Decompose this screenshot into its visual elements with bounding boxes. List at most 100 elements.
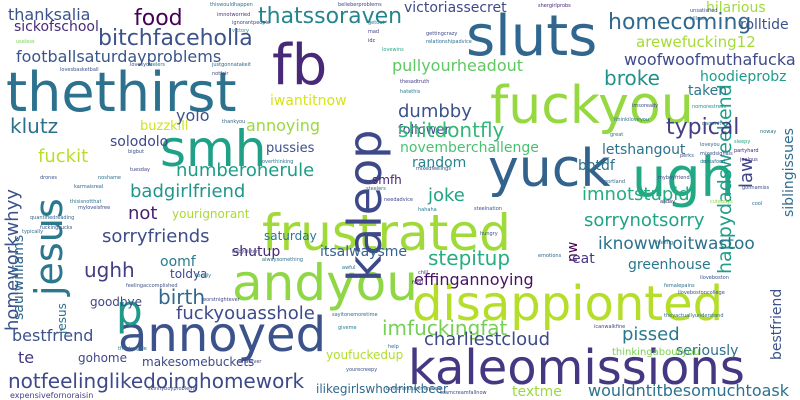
cloud-word-small: fuckingsucks <box>40 225 73 231</box>
cloud-word-small: great <box>610 132 624 138</box>
cloud-word-small: belieberproblems <box>338 2 382 8</box>
cloud-word-small: bostonmusiceveryone <box>386 386 442 392</box>
cloud-word: fb <box>272 33 328 98</box>
cloud-word-small: karmaisreal <box>74 184 104 190</box>
cloud-word: charliestcloud <box>424 329 550 350</box>
cloud-word: typical <box>666 115 740 140</box>
cloud-word: siblingissues <box>781 128 797 217</box>
cloud-word: toldya <box>170 267 208 281</box>
cloud-word: arewefucking12 <box>636 33 756 51</box>
cloud-word-small: thesadtruth <box>400 79 430 85</box>
cloud-word-small: ithinkiloveyou <box>614 117 650 123</box>
cloud-word-small: cuteboys <box>710 199 733 205</box>
cloud-word: woofwoofmuthafucka <box>624 50 796 69</box>
cloud-word-small: shergirlprobs <box>538 3 571 9</box>
cloud-word: imfuckingfat <box>382 316 508 340</box>
cloud-word: solodolo <box>110 134 169 150</box>
cloud-word-small: chill <box>418 270 429 276</box>
cloud-word: fuckyou <box>490 76 694 136</box>
cloud-word: youfuckedup <box>326 348 404 362</box>
cloud-word-small: nomorestress <box>692 104 726 110</box>
cloud-word-small: partyhard <box>734 148 759 154</box>
cloud-word: hoodieprobz <box>700 69 787 85</box>
cloud-word-small: bigbut <box>128 149 145 155</box>
cloud-word-small: feelers <box>148 62 166 68</box>
cloud-word: klutz <box>10 114 59 138</box>
cloud-word: shitdontfly <box>398 118 505 142</box>
cloud-word-small: tuesday <box>130 167 151 173</box>
cloud-word-small: notfair <box>212 71 229 77</box>
cloud-word: seriously <box>676 343 739 359</box>
cloud-word: greenhouse <box>628 257 711 273</box>
cloud-word: notfeelinglikedoinghomework <box>8 369 305 393</box>
cloud-word: te <box>18 348 35 367</box>
cloud-word: kaleomissions <box>408 340 745 396</box>
cloud-word-small: portland <box>604 179 626 185</box>
cloud-word: buzzkill <box>140 119 189 134</box>
cloud-word: effingannoying <box>414 270 534 289</box>
cloud-word: badgirlfriend <box>130 181 246 202</box>
cloud-word: goodbye <box>90 295 143 309</box>
cloud-word: frustrated <box>262 204 511 262</box>
cloud-word-small: sleepy <box>734 139 751 145</box>
cloud-word-small: hatethis <box>400 89 421 95</box>
cloud-word-small: ignorantpeople <box>232 20 270 26</box>
cloud-word-small: imsoready <box>632 103 659 109</box>
cloud-word: oomf <box>160 254 196 270</box>
cloud-word: thethirst <box>6 61 237 124</box>
cloud-word-small: thestruggle <box>118 346 147 352</box>
cloud-word: smh <box>160 120 267 178</box>
cloud-word-small: lovewins <box>382 47 404 53</box>
cloud-word: broke <box>604 66 660 90</box>
cloud-word-small: feeling <box>656 240 674 246</box>
cloud-word: joke <box>428 185 465 206</box>
cloud-word: bitchfaceholla <box>98 26 253 51</box>
cloud-word-small: steelers <box>366 186 386 192</box>
cloud-word: ugh <box>632 146 735 209</box>
cloud-word-small: unsatisfied <box>690 8 718 14</box>
cloud-word: fuckyouasshole <box>176 303 315 324</box>
cloud-word: expensivefornoraisin <box>10 391 94 400</box>
cloud-word: andyou <box>232 254 418 312</box>
cloud-word-small: hahaha <box>418 207 437 213</box>
cloud-word: pissed <box>622 324 680 345</box>
cloud-word-small: emotions <box>538 253 562 259</box>
cloud-word: shutup <box>232 244 281 260</box>
cloud-word: saturday <box>264 229 317 243</box>
cloud-word: eat <box>572 251 595 267</box>
cloud-word-small: jealous <box>740 157 758 163</box>
cloud-word: yourignorant <box>172 207 250 221</box>
cloud-word-small: gonnamiss <box>742 185 770 191</box>
cloud-word: hilarious <box>706 0 766 16</box>
cloud-word: wouldntitbesomuchtoask <box>588 381 790 400</box>
cloud-word: imnotstupid <box>582 184 690 205</box>
cloud-word-small: awful <box>342 265 356 271</box>
cloud-word-small: iloveboston <box>700 275 729 281</box>
cloud-word-small: useless <box>16 39 35 45</box>
cloud-word: bestfriend <box>769 288 785 360</box>
cloud-word: makesomebuckets <box>142 355 255 369</box>
cloud-word: footballsaturdayproblems <box>16 47 222 66</box>
cloud-word-small: sayitonemoretime <box>332 312 378 318</box>
cloud-word-small: victory <box>232 28 250 34</box>
cloud-word-small: gettingcrazy <box>426 31 458 37</box>
cloud-word-small: mixedsignals <box>700 151 733 157</box>
cloud-word-small: lonely <box>196 273 212 279</box>
cloud-word: saulwilliams <box>11 234 27 320</box>
cloud-word-small: overthinking <box>262 159 294 165</box>
cloud-word: taken <box>688 83 728 99</box>
cloud-word-small: typically <box>22 229 44 235</box>
cloud-word-small: teamcreamfallnow <box>440 390 487 396</box>
cloud-word: dumbby <box>398 101 472 122</box>
cloud-word: sickofschool <box>14 19 99 35</box>
cloud-word-small: alwaysomething <box>262 257 304 263</box>
cloud-word-small: needadvice <box>384 197 413 203</box>
cloud-word: rolltide <box>740 17 789 33</box>
cloud-word-small: instafood <box>702 159 726 165</box>
cloud-word: victoriassecret <box>404 0 507 16</box>
cloud-word-small: feelingaccomplished <box>126 283 178 289</box>
cloud-word-small: thiswouldhappen <box>210 2 253 8</box>
cloud-word: jesus <box>27 198 71 296</box>
cloud-word-small: allday <box>660 199 676 205</box>
